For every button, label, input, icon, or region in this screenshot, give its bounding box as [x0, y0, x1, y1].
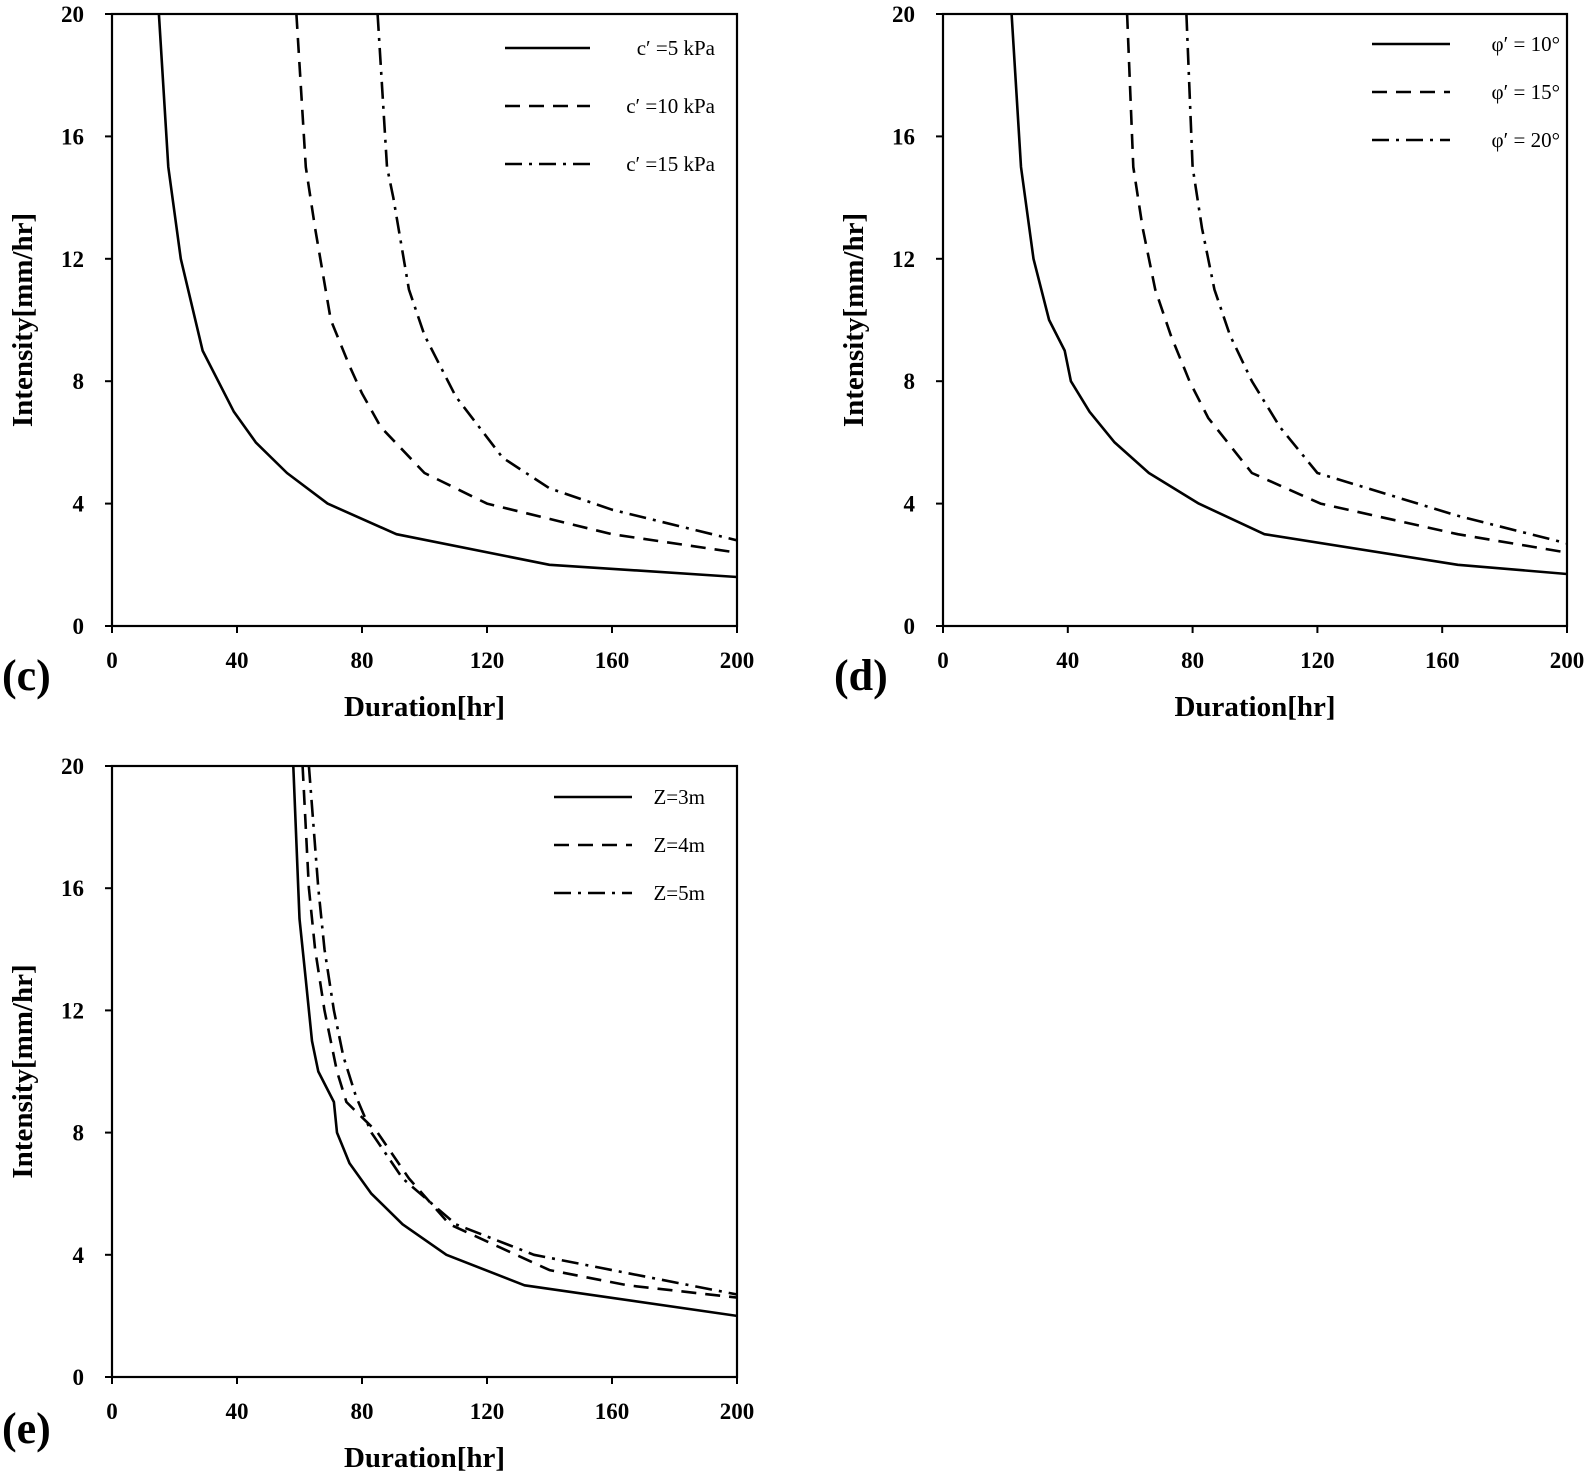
y-tick-label: 0: [904, 614, 916, 639]
y-tick-label: 8: [73, 369, 85, 394]
series-line-1: [157, 14, 737, 579]
series-line-2: [301, 766, 737, 1299]
x-tick-label: 200: [1550, 648, 1585, 673]
x-tick-label: 160: [595, 648, 630, 673]
panel-label: (e): [2, 1404, 51, 1453]
y-tick-label: 20: [61, 2, 84, 27]
x-tick-label: 200: [720, 1399, 755, 1424]
y-tick-label: 16: [61, 876, 84, 901]
x-tick-label: 160: [1425, 648, 1460, 673]
y-axis-label: Intensity[mm/hr]: [7, 213, 39, 427]
legend-label-1: φ′ = 10°: [1492, 32, 1560, 56]
y-tick-label: 8: [73, 1121, 85, 1146]
x-tick-label: 160: [595, 1399, 630, 1424]
plot-frame: [941, 12, 1569, 628]
y-tick-label: 12: [892, 247, 915, 272]
y-tick-label: 0: [73, 614, 85, 639]
legend-label-1: Z=3m: [653, 785, 705, 809]
y-axis-label: Intensity[mm/hr]: [7, 964, 39, 1178]
y-tick-label: 12: [61, 247, 84, 272]
y-tick-label: 20: [61, 754, 84, 779]
y-tick-label: 20: [892, 2, 915, 27]
x-tick-label: 200: [720, 648, 755, 673]
legend-label-2: c′ =10 kPa: [626, 94, 715, 118]
y-tick-label: 4: [904, 492, 916, 517]
y-axis-label: Intensity[mm/hr]: [838, 213, 870, 427]
y-tick-label: 4: [73, 492, 85, 517]
x-axis-label: Duration[hr]: [344, 691, 505, 723]
series-line-3: [307, 766, 737, 1296]
x-tick-label: 0: [106, 1399, 118, 1424]
y-tick-label: 8: [904, 369, 916, 394]
x-tick-label: 0: [106, 648, 118, 673]
panel-label: (d): [834, 651, 888, 700]
plot-frame: [110, 764, 739, 1379]
legend-label-3: c′ =15 kPa: [626, 152, 715, 176]
x-tick-label: 120: [470, 1399, 505, 1424]
legend-label-2: φ′ = 15°: [1492, 80, 1560, 104]
legend-label-1: c′ =5 kPa: [637, 36, 716, 60]
series-line-3: [1185, 14, 1567, 545]
x-tick-label: 40: [226, 648, 249, 673]
x-tick-label: 120: [1300, 648, 1335, 673]
x-axis-label: Duration[hr]: [1174, 691, 1335, 723]
y-tick-label: 16: [892, 124, 915, 149]
x-tick-label: 0: [937, 648, 949, 673]
y-tick-label: 0: [73, 1365, 85, 1390]
x-axis-label: Duration[hr]: [344, 1442, 505, 1474]
x-tick-label: 40: [226, 1399, 249, 1424]
legend-label-3: Z=5m: [653, 881, 705, 905]
y-tick-label: 4: [73, 1243, 85, 1268]
x-tick-label: 120: [470, 648, 505, 673]
series-line-1: [1010, 14, 1567, 576]
y-tick-label: 12: [61, 998, 84, 1023]
plot-frame: [110, 12, 739, 628]
panel-label: (c): [2, 651, 51, 700]
series-line-2: [295, 14, 737, 554]
series-line-1: [292, 766, 737, 1318]
legend-label-3: φ′ = 20°: [1492, 128, 1560, 152]
y-tick-label: 16: [61, 124, 84, 149]
series-line-3: [376, 14, 737, 542]
series-line-2: [1125, 14, 1567, 554]
x-tick-label: 80: [351, 1399, 374, 1424]
x-tick-label: 80: [1181, 648, 1204, 673]
x-tick-label: 40: [1056, 648, 1079, 673]
legend-label-2: Z=4m: [653, 833, 705, 857]
x-tick-label: 80: [351, 648, 374, 673]
